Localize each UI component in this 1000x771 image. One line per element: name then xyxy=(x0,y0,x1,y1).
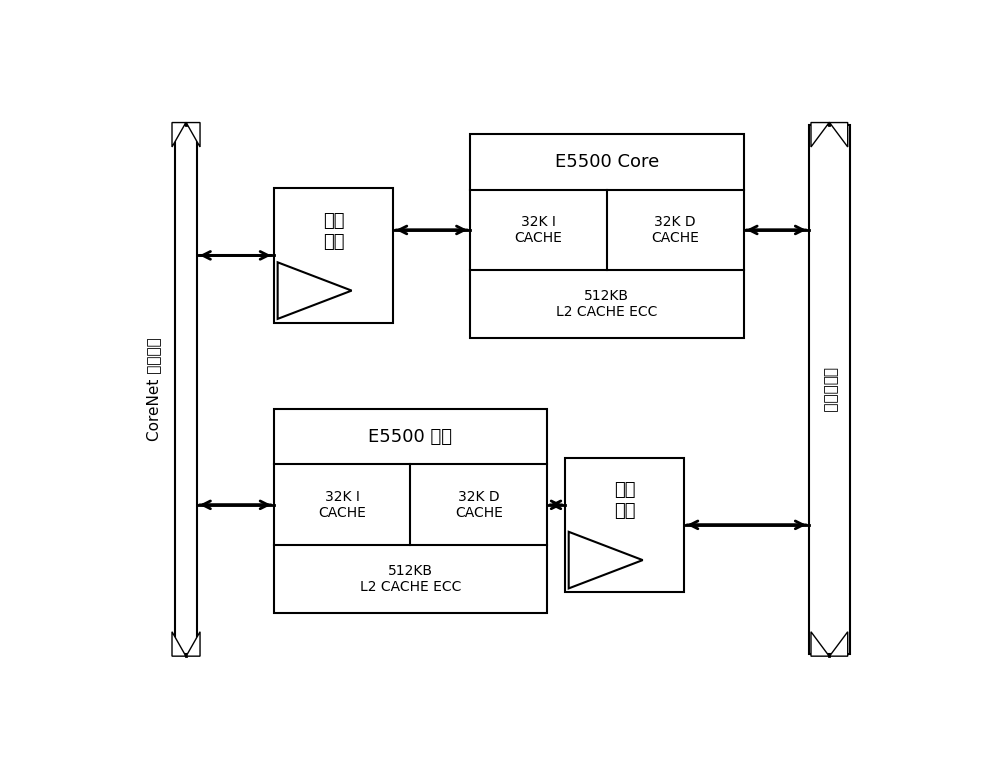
Bar xyxy=(274,409,547,613)
Bar xyxy=(565,457,684,592)
FancyArrow shape xyxy=(811,123,848,147)
Text: 32K I
CACHE: 32K I CACHE xyxy=(318,490,366,520)
FancyArrow shape xyxy=(811,631,848,656)
FancyArrow shape xyxy=(172,631,200,656)
Text: 32K D
CACHE: 32K D CACHE xyxy=(455,490,503,520)
Text: CoreNet 片上总线: CoreNet 片上总线 xyxy=(146,338,161,441)
Text: 512KB
L2 CACHE ECC: 512KB L2 CACHE ECC xyxy=(556,289,658,319)
Text: 512KB
L2 CACHE ECC: 512KB L2 CACHE ECC xyxy=(360,564,461,594)
Bar xyxy=(175,125,197,654)
FancyArrow shape xyxy=(172,123,200,147)
Text: E5500 内核: E5500 内核 xyxy=(368,428,452,446)
Text: 存储器总线: 存储器总线 xyxy=(822,366,837,412)
Text: 延迟
模块: 延迟 模块 xyxy=(323,212,344,251)
Text: E5500 Core: E5500 Core xyxy=(555,153,659,171)
Text: 延迟
模块: 延迟 模块 xyxy=(614,481,635,520)
Bar xyxy=(274,188,393,323)
Bar xyxy=(470,134,744,338)
Text: 32K D
CACHE: 32K D CACHE xyxy=(651,215,699,245)
Bar xyxy=(809,125,850,654)
Text: 32K I
CACHE: 32K I CACHE xyxy=(515,215,562,245)
